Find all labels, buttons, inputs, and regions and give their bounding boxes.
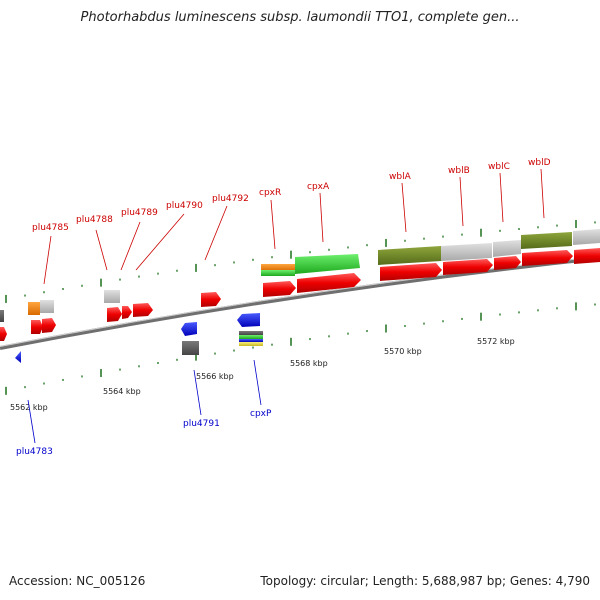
- gene-block[interactable]: [104, 290, 120, 303]
- gene-arrow[interactable]: [201, 292, 221, 307]
- genome-title: Photorhabdus luminescens subsp. laumondi…: [80, 10, 520, 25]
- gene-leader-line: [499, 172, 504, 223]
- gene-arrow[interactable]: [522, 250, 573, 266]
- gene-label[interactable]: cpxA: [307, 182, 330, 192]
- gene-leader-line: [253, 359, 262, 406]
- gene-leader-line: [540, 168, 545, 219]
- scale-labels: 5562 kbp 5564 kbp 5566 kbp 5568 kbp 5570…: [10, 337, 515, 412]
- gene-label[interactable]: plu4783: [16, 447, 53, 457]
- gene-leader-line: [459, 176, 464, 227]
- gene-arrow[interactable]: [42, 318, 56, 333]
- gene-arrow[interactable]: [0, 327, 7, 341]
- gene-leader-line: [204, 205, 228, 261]
- gene-label[interactable]: cpxP: [250, 409, 272, 419]
- scale-label: 5566 kbp: [196, 372, 234, 381]
- forward-features: [0, 229, 600, 341]
- gene-block[interactable]: [295, 254, 360, 274]
- gene-leader-line: [270, 199, 276, 250]
- gene-label[interactable]: plu4791: [183, 419, 220, 429]
- gene-arrow[interactable]: [494, 256, 521, 270]
- scale-label: 5572 kbp: [477, 337, 515, 346]
- gene-block[interactable]: [441, 243, 492, 261]
- gene-arrow[interactable]: [443, 259, 493, 275]
- gene-leader-line: [319, 192, 324, 243]
- scale-label: 5570 kbp: [384, 347, 422, 356]
- gene-block[interactable]: [239, 342, 263, 346]
- gene-arrow[interactable]: [297, 273, 361, 293]
- gene-label[interactable]: wblC: [488, 162, 510, 172]
- gene-block[interactable]: [261, 264, 295, 271]
- gene-block[interactable]: [239, 339, 263, 342]
- gene-arrow[interactable]: [31, 320, 43, 334]
- gene-block[interactable]: [182, 341, 199, 355]
- gene-arrow[interactable]: [133, 303, 153, 317]
- gene-leader-line: [401, 182, 407, 233]
- gene-label[interactable]: wblD: [528, 158, 551, 168]
- gene-arrow[interactable]: [181, 322, 197, 336]
- gene-arrow[interactable]: [122, 306, 132, 319]
- gene-arrow[interactable]: [263, 281, 296, 297]
- gene-label[interactable]: cpxR: [259, 188, 281, 198]
- gene-arrow[interactable]: [107, 307, 122, 322]
- gene-block[interactable]: [573, 229, 600, 245]
- gene-arrow[interactable]: [237, 313, 260, 327]
- gene-label[interactable]: plu4792: [212, 194, 249, 204]
- forward-gene-labels: plu4785 plu4788 plu4789 plu4790 plu4792 …: [32, 158, 551, 285]
- gene-block[interactable]: [40, 300, 54, 313]
- gene-arrow[interactable]: [15, 351, 21, 363]
- gene-block[interactable]: [521, 232, 572, 249]
- gene-leader-line: [27, 399, 36, 444]
- gene-label[interactable]: wblA: [389, 172, 412, 182]
- reverse-tick-ruler: [5, 302, 596, 395]
- gene-label[interactable]: plu4789: [121, 208, 158, 218]
- scale-label: 5564 kbp: [103, 387, 141, 396]
- gene-block[interactable]: [239, 331, 263, 335]
- gene-label[interactable]: wblB: [448, 166, 470, 176]
- gene-block[interactable]: [493, 240, 521, 257]
- gene-block[interactable]: [28, 302, 40, 315]
- gene-arrow[interactable]: [380, 263, 442, 281]
- gene-label[interactable]: plu4790: [166, 201, 203, 211]
- gene-block[interactable]: [239, 335, 263, 339]
- gene-leader-line: [135, 213, 185, 271]
- gene-leader-line: [193, 369, 202, 416]
- genome-summary: Topology: circular; Length: 5,688,987 bp…: [260, 574, 590, 588]
- accession-label: Accession: NC_005126: [9, 574, 146, 588]
- gene-leader-line: [43, 235, 52, 285]
- gene-leader-line: [95, 229, 108, 271]
- reverse-features: [15, 313, 263, 363]
- gene-block[interactable]: [261, 270, 295, 276]
- gene-leader-line: [120, 221, 141, 271]
- gene-block[interactable]: [0, 310, 4, 322]
- reverse-gene-labels: plu4783 plu4791 cpxP: [16, 359, 272, 457]
- scale-label: 5568 kbp: [290, 359, 328, 368]
- gene-label[interactable]: plu4788: [76, 215, 113, 225]
- gene-arrow[interactable]: [574, 248, 600, 264]
- gene-label[interactable]: plu4785: [32, 223, 69, 233]
- gene-block[interactable]: [378, 246, 441, 265]
- forward-tick-ruler: [5, 219, 596, 303]
